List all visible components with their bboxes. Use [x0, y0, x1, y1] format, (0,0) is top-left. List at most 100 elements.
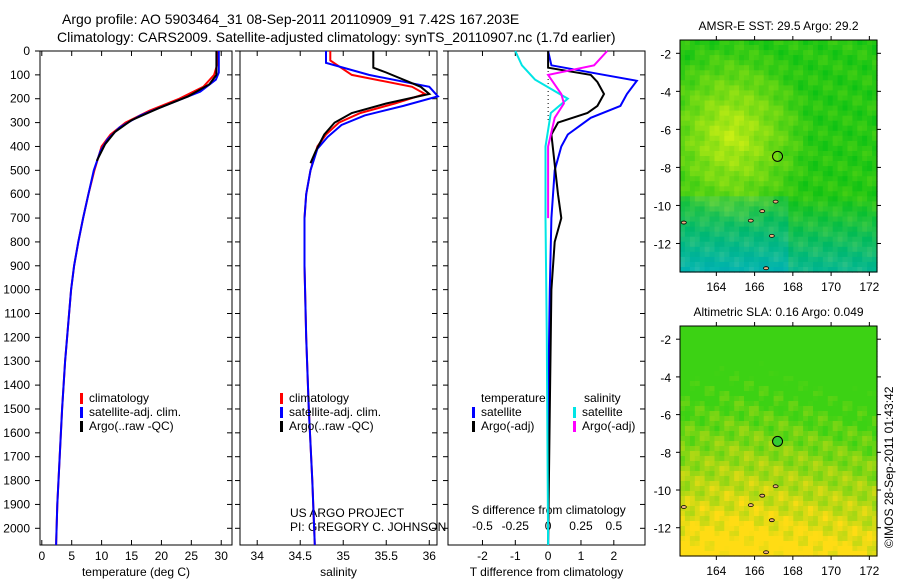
sst-map-cell — [822, 196, 829, 202]
sst-map-cell — [680, 221, 686, 228]
sst-map-cell — [763, 186, 770, 192]
sla-map-cell — [783, 391, 789, 397]
sst-map-cell — [768, 241, 775, 248]
sst-map-cell — [793, 125, 799, 132]
sla-map-cell — [788, 371, 794, 377]
sst-map-cell — [719, 95, 725, 102]
sst-map-cell — [729, 115, 735, 122]
sst-map-cell — [778, 140, 784, 147]
sst-map-cell — [689, 181, 696, 187]
sla-map-cell — [842, 386, 848, 392]
sst-map-cell — [768, 211, 775, 218]
sst-map-cell — [694, 45, 701, 51]
sla-map-cell — [689, 481, 696, 487]
sst-map-cell — [822, 70, 829, 76]
sst-map-cell — [758, 55, 765, 61]
sla-map-cell — [758, 361, 765, 367]
sla-map-cell — [793, 361, 799, 367]
sst-map-cell — [832, 246, 839, 253]
sla-map-cell — [714, 511, 720, 517]
sst-map-cell — [847, 100, 853, 107]
sst-map-cell — [719, 70, 725, 76]
sla-map-cell — [704, 351, 711, 357]
sla-map-cell — [852, 446, 858, 452]
sst-map-cell — [783, 216, 789, 223]
sst-map-cell — [857, 211, 863, 218]
sst-map-cell — [744, 151, 750, 157]
sla-map-cell — [793, 501, 799, 507]
sla-map-cell — [822, 481, 829, 487]
sst-map-cell — [872, 140, 878, 147]
sla-map-cell — [684, 326, 691, 332]
sla-map-cell — [694, 371, 701, 377]
sla-map-cell — [778, 416, 784, 422]
sla-map-cell — [763, 531, 770, 537]
sst-map-cell — [783, 206, 789, 212]
sst-map-cell — [719, 90, 725, 96]
sla-map-cell — [817, 411, 824, 417]
sst-map-cell — [680, 50, 686, 56]
sla-map-cell — [832, 386, 839, 392]
sla-map-cell — [689, 441, 696, 447]
sst-map-cell — [763, 80, 770, 86]
sla-map-cell — [694, 481, 701, 487]
temperature-legend-swatch — [80, 421, 83, 432]
sla-map-cell — [852, 496, 858, 502]
sst-map-cell — [813, 211, 819, 218]
sla-map-cell — [788, 501, 794, 507]
sst-map-cell — [704, 70, 711, 76]
sst-map-cell — [753, 95, 760, 102]
sla-map-cell — [704, 431, 711, 437]
sst-map-cell — [689, 201, 696, 207]
sst-map-cell — [719, 267, 725, 273]
sst-map-cell — [867, 211, 873, 218]
sla-map-cell — [758, 481, 765, 487]
sst-map-cell — [734, 90, 740, 96]
sla-map-cell — [822, 456, 829, 462]
sst-map-cell — [749, 60, 755, 66]
sst-map-cell — [798, 251, 804, 258]
sla-map-cell — [729, 471, 735, 477]
sla-map-cell — [684, 356, 691, 362]
sst-map-cell — [729, 65, 735, 71]
sst-map-cell — [744, 90, 750, 96]
sla-map-cell — [793, 491, 799, 497]
sla-map-cell — [808, 491, 814, 497]
sla-map-cell — [832, 526, 839, 532]
sst-map-cell — [684, 156, 691, 162]
sst-map-cell — [734, 211, 740, 218]
sla-map-cell — [729, 521, 735, 527]
sst-map-cell — [749, 40, 755, 46]
sst-map-cell — [684, 105, 691, 112]
sst-map-cell — [778, 161, 784, 167]
sst-map-cell — [729, 85, 735, 91]
sst-map-cell — [852, 267, 858, 273]
sla-map-cell — [862, 361, 868, 367]
sst-map-cell — [749, 166, 755, 172]
sst-map-cell — [872, 95, 878, 102]
sla-map-cell — [719, 411, 725, 417]
sst-map-cell — [817, 95, 824, 102]
sla-map-island — [768, 518, 775, 523]
sla-map-cell — [709, 371, 715, 377]
sst-map-cell — [758, 105, 765, 112]
sst-map-cell — [822, 100, 829, 107]
sst-map-cell — [778, 196, 784, 202]
sla-map-cell — [680, 466, 686, 472]
sst-map-cell — [872, 105, 878, 112]
sla-map-cell — [788, 456, 794, 462]
sst-map-cell — [739, 115, 745, 122]
sst-map-cell — [719, 231, 725, 238]
sst-map-cell — [842, 267, 848, 273]
sla-map-cell — [852, 481, 858, 487]
sla-map-cell — [758, 426, 765, 432]
sla-map-cell — [694, 326, 701, 332]
sst-map-cell — [842, 256, 848, 263]
sst-map-cell — [783, 246, 789, 253]
sla-map-cell — [709, 481, 715, 487]
sst-map-cell — [842, 261, 848, 268]
sla-map-cell — [813, 416, 819, 422]
sst-map-cell — [852, 45, 858, 51]
sst-map-cell — [714, 130, 720, 137]
salinity-legend-swatch — [280, 407, 283, 418]
